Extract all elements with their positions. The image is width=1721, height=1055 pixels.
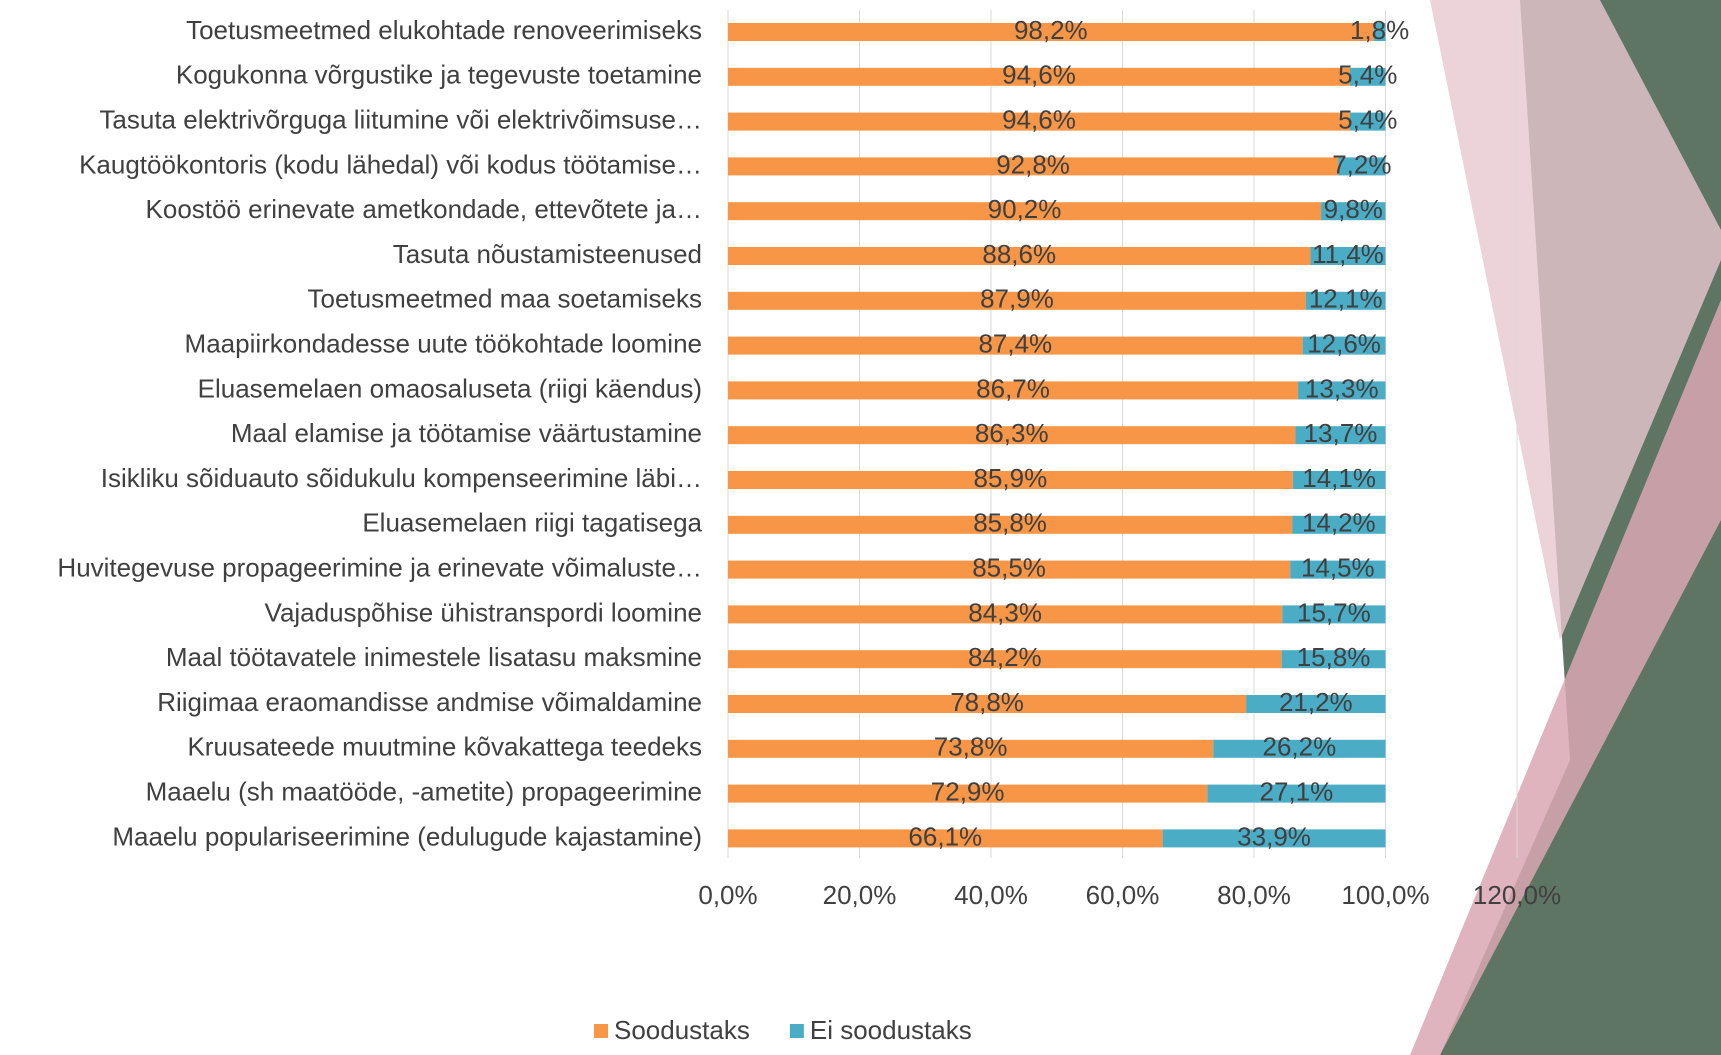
data-label: 13,7% bbox=[1304, 418, 1378, 448]
y-tick-label: Kogukonna võrgustike ja tegevuste toetam… bbox=[176, 60, 702, 90]
x-tick-label: 20,0% bbox=[823, 880, 897, 910]
data-label: 87,4% bbox=[978, 328, 1052, 358]
y-tick-label: Maal töötavatele inimestele lisatasu mak… bbox=[166, 642, 702, 672]
y-tick-label: Maaelu (sh maatööde, -ametite) propageer… bbox=[146, 776, 702, 806]
y-tick-label: Eluasemelaen omaosaluseta (riigi käendus… bbox=[198, 373, 702, 403]
data-label: 5,4% bbox=[1338, 104, 1397, 134]
data-label: 94,6% bbox=[1002, 60, 1076, 90]
legend-label: Ei soodustaks bbox=[810, 1015, 972, 1045]
data-label: 7,2% bbox=[1332, 149, 1391, 179]
y-tick-label: Isikliku sõiduauto sõidukulu kompenseeri… bbox=[101, 463, 702, 493]
data-label: 86,3% bbox=[975, 418, 1049, 448]
x-tick-label: 0,0% bbox=[698, 880, 757, 910]
data-label: 27,1% bbox=[1260, 776, 1334, 806]
data-label: 84,3% bbox=[968, 597, 1042, 627]
legend-label: Soodustaks bbox=[614, 1015, 750, 1045]
data-label: 15,7% bbox=[1297, 597, 1371, 627]
data-label: 21,2% bbox=[1279, 687, 1353, 717]
data-label: 85,9% bbox=[974, 463, 1048, 493]
x-tick-label: 100,0% bbox=[1341, 880, 1429, 910]
data-label: 14,1% bbox=[1302, 463, 1376, 493]
y-tick-label: Riigimaa eraomandisse andmise võimaldami… bbox=[157, 687, 702, 717]
data-label: 87,9% bbox=[980, 284, 1054, 314]
data-label: 66,1% bbox=[908, 821, 982, 851]
data-label: 15,8% bbox=[1297, 642, 1371, 672]
data-label: 26,2% bbox=[1263, 732, 1337, 762]
y-tick-label: Maaelu populariseerimine (edulugude kaja… bbox=[112, 821, 702, 851]
data-label: 11,4% bbox=[1312, 239, 1384, 269]
x-tick-label: 60,0% bbox=[1086, 880, 1160, 910]
data-label: 78,8% bbox=[950, 687, 1024, 717]
data-label: 88,6% bbox=[982, 239, 1056, 269]
legend-swatch bbox=[790, 1024, 804, 1038]
data-label: 92,8% bbox=[996, 149, 1070, 179]
data-label: 9,8% bbox=[1324, 194, 1383, 224]
y-tick-label: Koostöö erinevate ametkondade, ettevõtet… bbox=[146, 194, 702, 224]
data-label: 12,6% bbox=[1307, 328, 1381, 358]
background-decoration bbox=[1410, 0, 1721, 1055]
data-label: 12,1% bbox=[1309, 284, 1383, 314]
data-label: 86,7% bbox=[976, 373, 1050, 403]
y-tick-label: Huvitegevuse propageerimine ja erinevate… bbox=[57, 552, 702, 582]
data-label: 33,9% bbox=[1237, 821, 1311, 851]
y-tick-label: Vajaduspõhise ühistranspordi loomine bbox=[265, 597, 702, 627]
data-label: 13,3% bbox=[1305, 373, 1379, 403]
y-tick-label: Maapiirkondadesse uute töökohtade loomin… bbox=[185, 328, 702, 358]
data-label: 84,2% bbox=[968, 642, 1042, 672]
y-tick-label: Toetusmeetmed maa soetamiseks bbox=[307, 284, 702, 314]
data-label: 90,2% bbox=[988, 194, 1062, 224]
data-label: 94,6% bbox=[1002, 104, 1076, 134]
y-tick-label: Toetusmeetmed elukohtade renoveerimiseks bbox=[186, 15, 702, 45]
x-tick-label: 120,0% bbox=[1473, 880, 1561, 910]
x-tick-label: 80,0% bbox=[1217, 880, 1291, 910]
data-label: 5,4% bbox=[1338, 60, 1397, 90]
y-tick-label: Tasuta nõustamisteenused bbox=[393, 239, 702, 269]
y-tick-label: Kaugtöökontoris (kodu lähedal) või kodus… bbox=[79, 149, 702, 179]
legend-swatch bbox=[594, 1024, 608, 1038]
data-label: 1,8% bbox=[1350, 15, 1409, 45]
y-tick-label: Kruusateede muutmine kõvakattega teedeks bbox=[187, 732, 702, 762]
data-label: 14,2% bbox=[1302, 508, 1376, 538]
y-tick-label: Eluasemelaen riigi tagatisega bbox=[362, 508, 702, 538]
data-label: 85,5% bbox=[972, 552, 1046, 582]
data-label: 73,8% bbox=[934, 732, 1008, 762]
y-tick-label: Maal elamise ja töötamise väärtustamine bbox=[231, 418, 702, 448]
chart: 0,0% 20,0% 40,0% 60,0% 80,0% 100,0% 120,0% Toet… bbox=[0, 0, 1721, 1055]
data-label: 98,2% bbox=[1014, 15, 1088, 45]
data-label: 72,9% bbox=[931, 776, 1005, 806]
page: 0,0% 20,0% 40,0% 60,0% 80,0% 100,0% 120,0% Toet… bbox=[0, 0, 1721, 1055]
data-label: 14,5% bbox=[1301, 552, 1375, 582]
x-tick-label: 40,0% bbox=[954, 880, 1028, 910]
data-label: 85,8% bbox=[973, 508, 1047, 538]
y-tick-label: Tasuta elektrivõrguga liitumine või elek… bbox=[99, 104, 702, 134]
